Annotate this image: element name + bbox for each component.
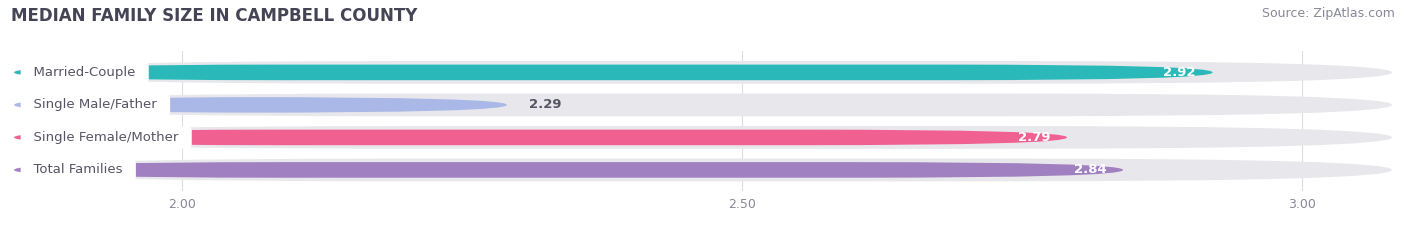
Text: 2.79: 2.79 <box>1018 131 1050 144</box>
FancyBboxPatch shape <box>14 158 1392 181</box>
Text: Source: ZipAtlas.com: Source: ZipAtlas.com <box>1261 7 1395 20</box>
Text: 2.84: 2.84 <box>1074 163 1107 176</box>
Text: Single Male/Father: Single Male/Father <box>25 98 166 111</box>
FancyBboxPatch shape <box>14 97 508 113</box>
FancyBboxPatch shape <box>14 93 1392 116</box>
FancyBboxPatch shape <box>14 65 1213 80</box>
Text: 2.29: 2.29 <box>530 98 562 111</box>
Text: Married-Couple: Married-Couple <box>25 66 145 79</box>
Text: MEDIAN FAMILY SIZE IN CAMPBELL COUNTY: MEDIAN FAMILY SIZE IN CAMPBELL COUNTY <box>11 7 418 25</box>
Text: 2.92: 2.92 <box>1163 66 1197 79</box>
Text: Total Families: Total Families <box>25 163 131 176</box>
FancyBboxPatch shape <box>14 126 1392 149</box>
FancyBboxPatch shape <box>14 130 1067 145</box>
FancyBboxPatch shape <box>14 162 1123 178</box>
FancyBboxPatch shape <box>14 61 1392 84</box>
Text: Single Female/Mother: Single Female/Mother <box>25 131 187 144</box>
